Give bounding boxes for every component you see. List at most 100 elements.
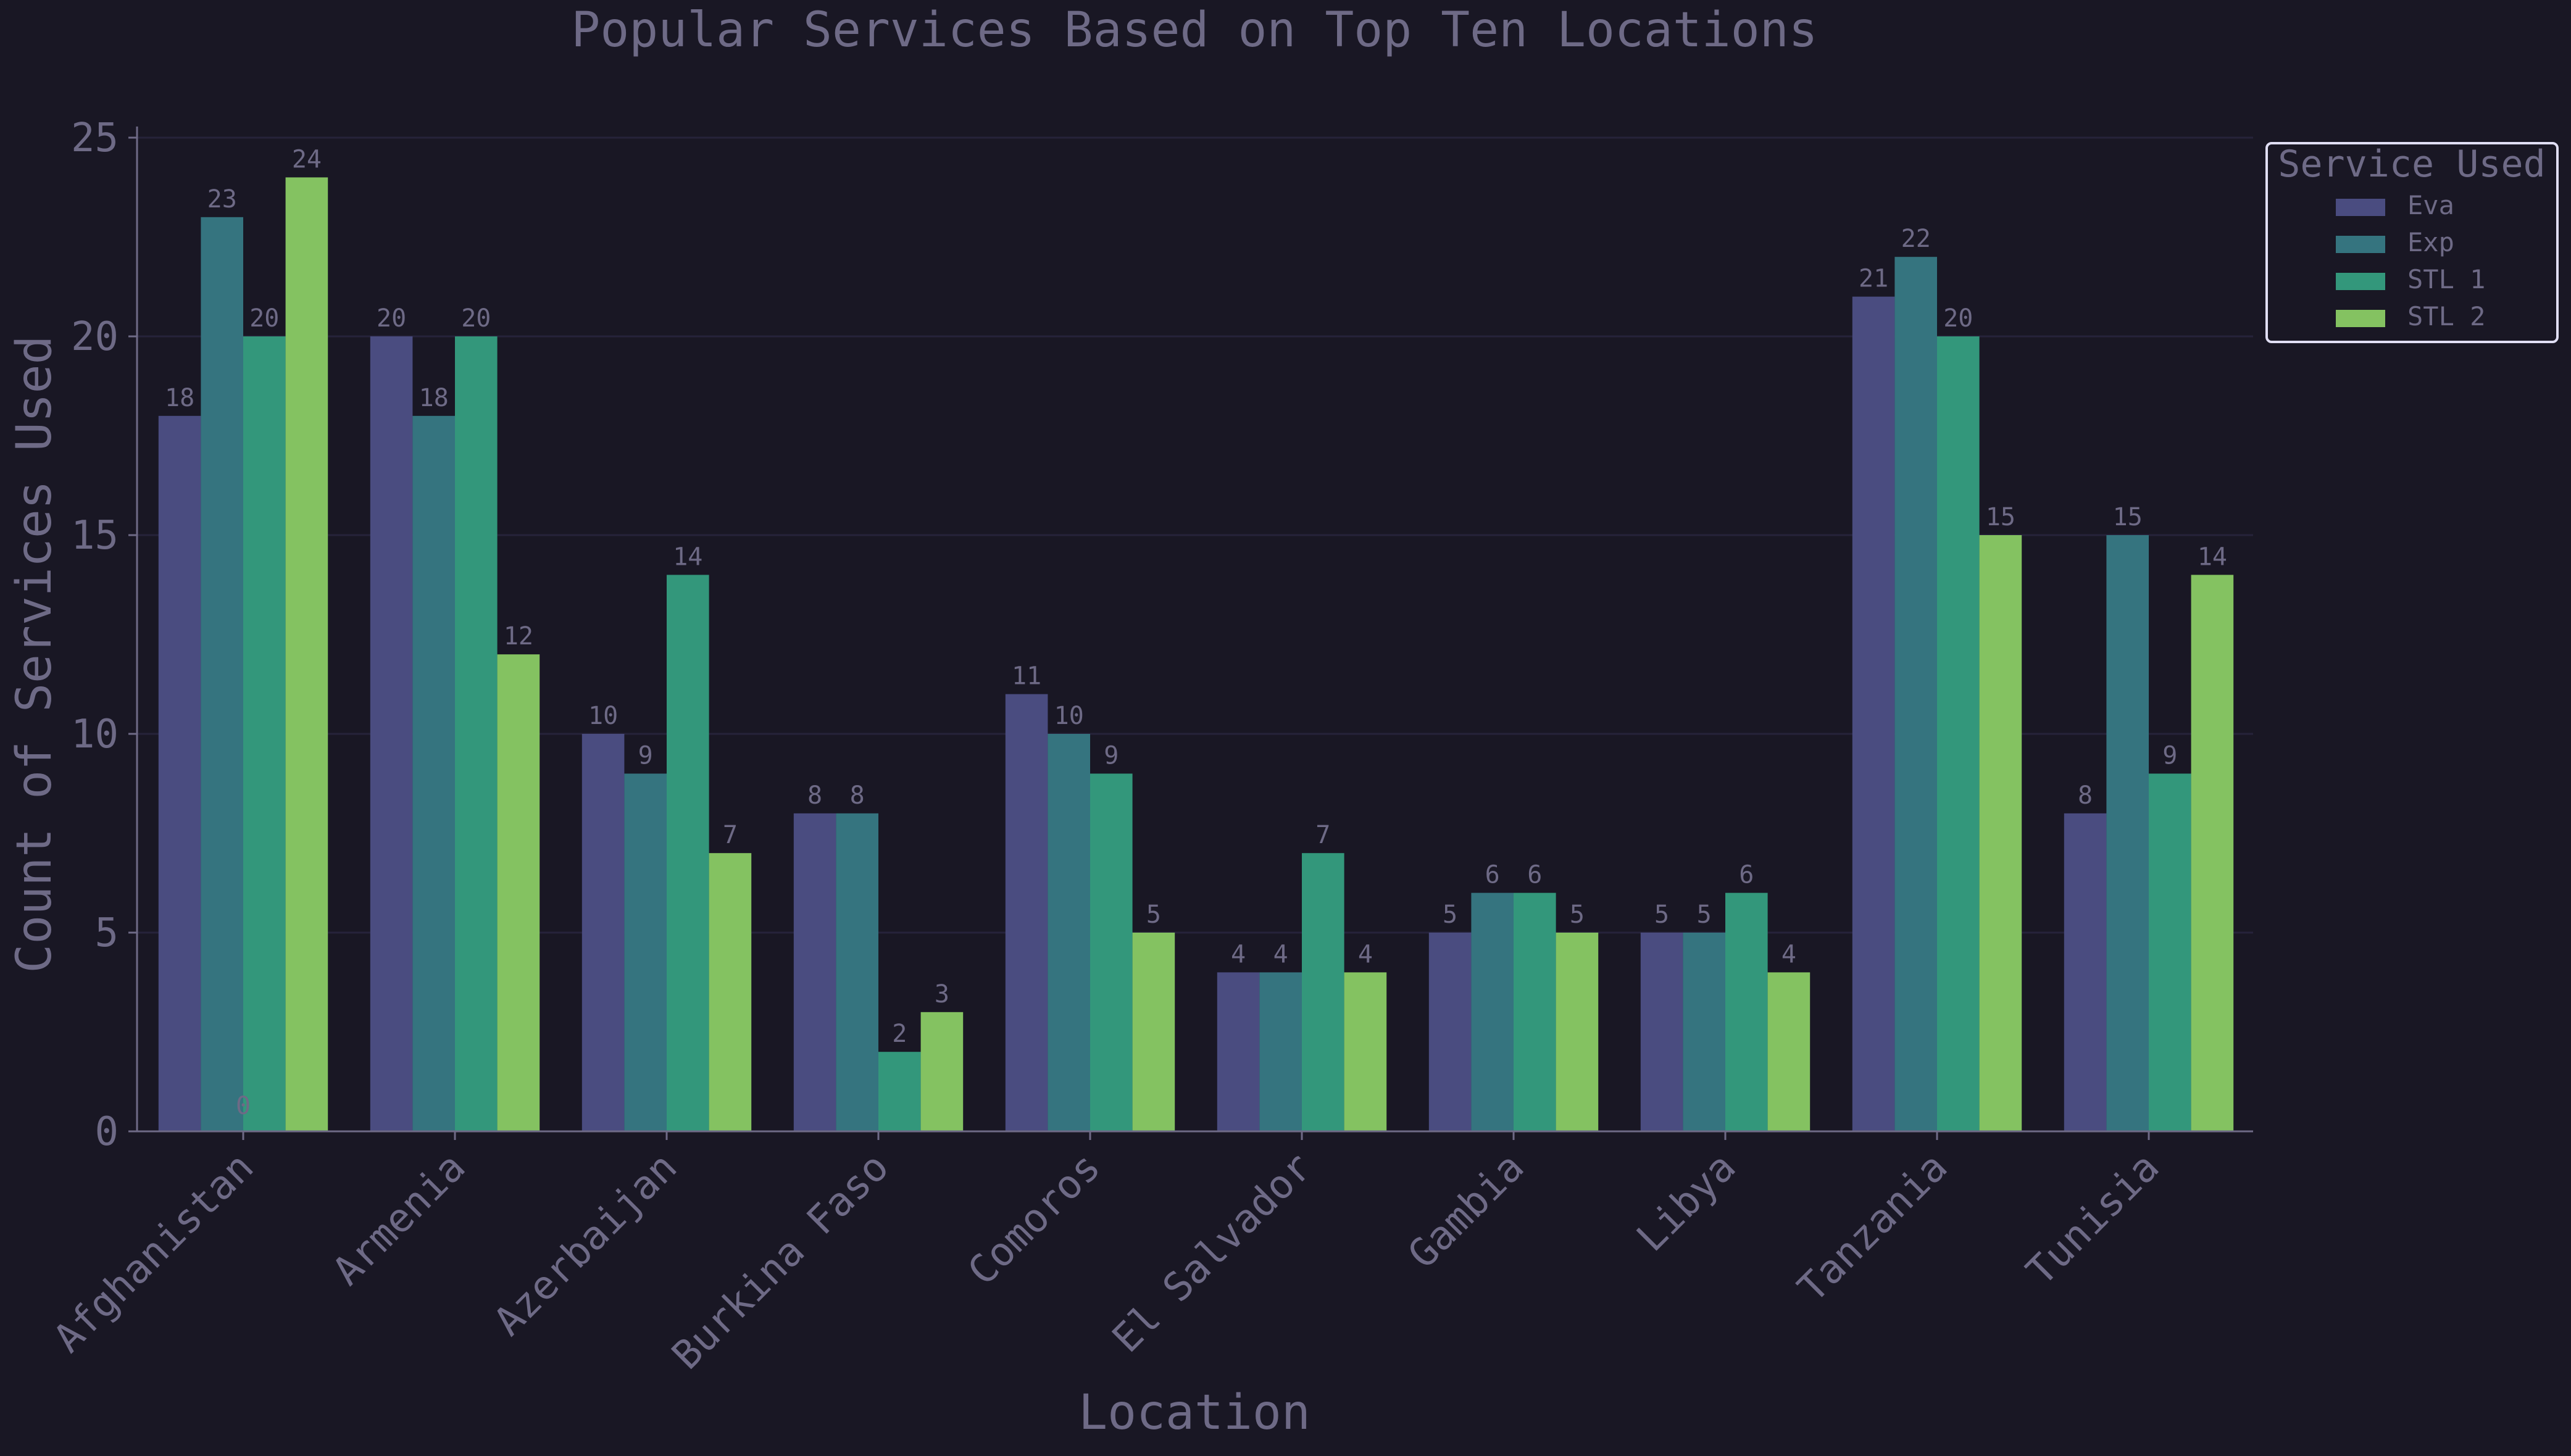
bar-value-label: 6 — [1739, 861, 1754, 889]
legend-label: Exp — [2407, 227, 2454, 257]
bar — [1005, 694, 1048, 1131]
bar — [2064, 813, 2107, 1131]
y-tick-label: 25 — [71, 115, 119, 161]
bar — [1894, 257, 1937, 1132]
bar-value-label: 4 — [1231, 940, 1246, 968]
bar — [2149, 773, 2191, 1131]
bar — [1556, 933, 1599, 1131]
x-axis-label: Location — [1078, 1385, 1311, 1441]
bar — [1767, 972, 1811, 1131]
bar-value-label: 21 — [1859, 265, 1888, 293]
bar — [370, 336, 413, 1131]
bar-value-label: 18 — [165, 384, 194, 412]
legend: Service Used Eva Exp STL 1 STL 2 — [2265, 142, 2559, 343]
bar-value-label: 5 — [1654, 901, 1669, 929]
bar — [667, 575, 709, 1131]
legend-label: STL 1 — [2407, 264, 2485, 294]
bar-value-label: 20 — [1943, 304, 1973, 333]
bar-value-label: 15 — [1986, 503, 2015, 531]
bar-value-label: 23 — [207, 185, 237, 214]
bar-value-label: 20 — [249, 304, 279, 333]
bar — [1090, 773, 1133, 1131]
bar — [836, 813, 878, 1131]
bar — [878, 1052, 921, 1131]
bar — [1259, 972, 1302, 1131]
bar — [1514, 892, 1556, 1131]
bar-value-label: 24 — [292, 145, 322, 173]
bar-value-label: 8 — [850, 781, 865, 810]
bar-value-label: 6 — [1485, 861, 1500, 889]
bar-value-label: 6 — [1527, 861, 1542, 889]
bar — [624, 773, 667, 1131]
bar-value-label: 20 — [461, 304, 491, 333]
legend-swatch — [2336, 310, 2385, 327]
y-axis-label: Count of Services Used — [7, 335, 62, 973]
legend-title: Service Used — [2278, 143, 2545, 186]
bar — [793, 813, 836, 1131]
bar — [1979, 535, 2022, 1131]
bar-value-label: 8 — [807, 781, 822, 810]
bar-value-label: 12 — [504, 622, 533, 651]
bar — [1302, 853, 1344, 1131]
bar-value-label: 10 — [588, 702, 618, 730]
bar-value-label: 14 — [673, 543, 702, 571]
legend-frame — [2265, 142, 2559, 343]
bar-value-label: 14 — [2198, 543, 2227, 571]
y-tick-label: 5 — [94, 910, 119, 956]
bar-value-label: 8 — [2078, 781, 2093, 810]
bar — [201, 217, 243, 1131]
y-tick-label: 0 — [94, 1109, 119, 1155]
bar — [1217, 972, 1260, 1131]
legend-label: STL 2 — [2407, 301, 2485, 331]
bars — [158, 177, 2234, 1132]
bar-value-label: 4 — [1273, 940, 1288, 968]
bar-value-label: 11 — [1012, 662, 1041, 691]
bar — [1471, 892, 1514, 1131]
legend-swatch — [2336, 236, 2385, 253]
legend-items: Eva Exp STL 1 STL 2 — [2336, 190, 2485, 331]
bar-value-label: 9 — [638, 741, 653, 770]
y-tick-label: 10 — [71, 712, 119, 757]
bar — [1428, 933, 1472, 1131]
legend-label: Eva — [2407, 190, 2454, 220]
legend-swatch — [2336, 199, 2385, 216]
bar — [158, 415, 201, 1131]
y-tick-label: 20 — [71, 314, 119, 360]
bar — [2106, 535, 2149, 1131]
bar — [2191, 575, 2234, 1131]
bar — [1725, 892, 1768, 1131]
bar — [709, 853, 752, 1131]
chart-title: Popular Services Based on Top Ten Locati… — [571, 2, 1817, 58]
bar-value-label: 5 — [1697, 901, 1712, 929]
bar — [920, 1012, 964, 1131]
bar — [581, 734, 625, 1131]
bar — [455, 336, 498, 1131]
bar-value-label: 10 — [1054, 702, 1084, 730]
bar-value-label: 22 — [1901, 225, 1931, 253]
bar — [243, 336, 286, 1131]
bar-value-label: 7 — [1315, 821, 1330, 849]
bar — [1937, 336, 1980, 1131]
bar-value-label: 9 — [1104, 741, 1119, 770]
bar-value-label: 20 — [377, 304, 406, 333]
bar-value-label: 5 — [1146, 901, 1161, 929]
bar-value-label: 9 — [2162, 741, 2177, 770]
bar-value-label: 5 — [1570, 901, 1585, 929]
bar-value-label: 5 — [1443, 901, 1457, 929]
bar — [412, 415, 455, 1131]
bar — [497, 654, 540, 1131]
bar — [1132, 933, 1175, 1131]
bar-value-label: 4 — [1358, 940, 1373, 968]
bar-value-label: 7 — [723, 821, 738, 849]
bar-value-label: 2 — [892, 1020, 907, 1048]
bar — [1640, 933, 1683, 1131]
bar-value-label: 15 — [2113, 503, 2143, 531]
bar-value-label: 18 — [419, 384, 449, 412]
legend-swatch — [2336, 273, 2385, 290]
bar-value-label: 4 — [1781, 940, 1796, 968]
bar — [285, 177, 328, 1131]
bar-value-label: 3 — [935, 980, 949, 1009]
y-tick-label: 15 — [71, 513, 119, 559]
